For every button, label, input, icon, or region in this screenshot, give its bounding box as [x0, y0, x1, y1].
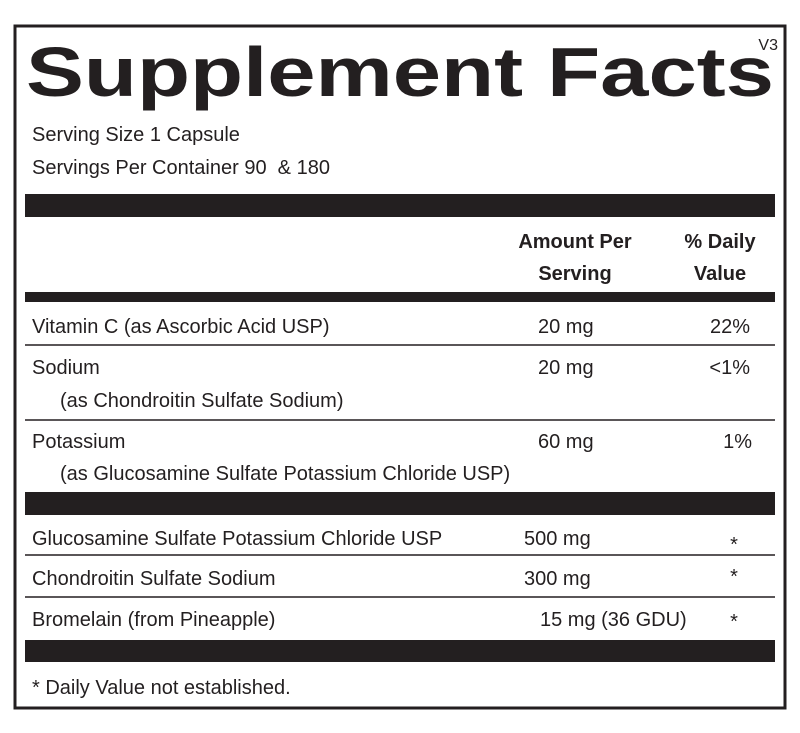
row-daily: * [730, 611, 738, 633]
thick-bar [25, 492, 775, 515]
row-name: Potassium [32, 431, 125, 453]
servings-per-container: Servings Per Container 90 & 180 [32, 157, 330, 179]
row-name: Chondroitin Sulfate Sodium [32, 568, 275, 590]
thick-bar [25, 640, 775, 662]
column-header: Serving [538, 263, 611, 285]
footnote: * Daily Value not established. [32, 677, 291, 699]
row-detail: (as Chondroitin Sulfate Sodium) [60, 390, 343, 412]
column-header: Amount Per [518, 231, 632, 253]
row-amount: 20 mg [538, 357, 594, 379]
row-daily: <1% [709, 357, 750, 379]
row-name: Sodium [32, 357, 100, 379]
row-name: Bromelain (from Pineapple) [32, 609, 275, 631]
row-daily: * [730, 566, 738, 588]
row-amount: 500 mg [524, 528, 591, 550]
row-amount: 20 mg [538, 316, 594, 338]
thick-bar [25, 194, 775, 217]
row-name: Glucosamine Sulfate Potassium Chloride U… [32, 528, 442, 550]
column-header: % Daily [684, 231, 756, 253]
serving-size: Serving Size 1 Capsule [32, 124, 240, 146]
column-header: Value [694, 263, 746, 285]
row-amount: 15 mg (36 GDU) [540, 609, 687, 631]
row-detail: (as Glucosamine Sulfate Potassium Chlori… [60, 463, 510, 485]
row-daily: 22% [710, 316, 750, 338]
row-daily: * [730, 534, 738, 556]
row-amount: 60 mg [538, 431, 594, 453]
thick-bar [25, 292, 775, 302]
version: V3 [758, 37, 778, 54]
title: Supplement Facts [26, 33, 774, 111]
row-daily: 1% [723, 431, 752, 453]
row-name: Vitamin C (as Ascorbic Acid USP) [32, 316, 330, 338]
label-border [13, 24, 787, 710]
row-amount: 300 mg [524, 568, 591, 590]
